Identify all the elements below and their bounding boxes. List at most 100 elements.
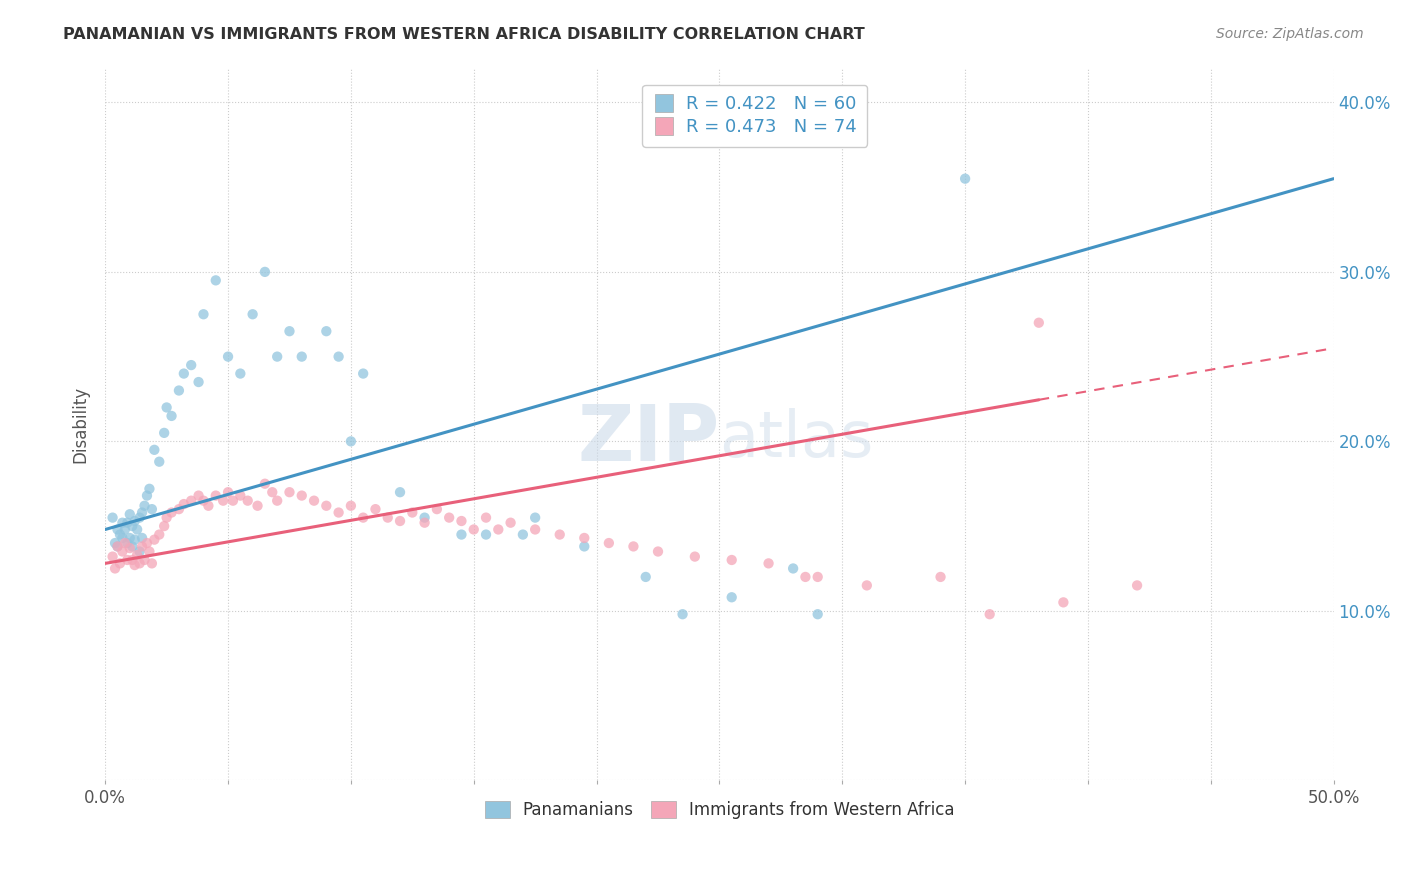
Point [111, 516, 134, 530]
Point [1126, 578, 1149, 592]
Point [634, 570, 657, 584]
Point [1028, 316, 1050, 330]
Point [127, 548, 149, 562]
Point [117, 516, 139, 530]
Point [671, 607, 693, 622]
Point [236, 493, 259, 508]
Point [160, 409, 183, 423]
Point [148, 455, 170, 469]
Point [204, 273, 226, 287]
Point [328, 506, 350, 520]
Point [108, 557, 131, 571]
Point [107, 523, 129, 537]
Point [121, 519, 143, 533]
Point [127, 523, 149, 537]
Point [291, 489, 314, 503]
Point [291, 350, 314, 364]
Point [128, 557, 150, 571]
Point [111, 531, 134, 545]
Point [758, 557, 780, 571]
Point [118, 541, 141, 555]
Point [128, 510, 150, 524]
Point [121, 540, 143, 554]
Point [266, 493, 288, 508]
Point [107, 540, 129, 554]
Point [720, 591, 742, 605]
Point [134, 499, 156, 513]
Point [131, 540, 153, 554]
Point [929, 570, 952, 584]
Point [253, 265, 276, 279]
Point [352, 510, 374, 524]
Point [173, 497, 195, 511]
Point [118, 507, 141, 521]
Point [101, 549, 124, 564]
Point [262, 485, 284, 500]
Point [108, 527, 131, 541]
Point [141, 502, 163, 516]
Point [117, 553, 139, 567]
Point [121, 553, 143, 567]
Point [104, 536, 127, 550]
Point [548, 527, 571, 541]
Point [153, 425, 176, 440]
Point [242, 307, 264, 321]
Point [574, 531, 596, 545]
Point [794, 570, 817, 584]
Point [856, 578, 879, 592]
Point [475, 510, 498, 524]
Point [278, 324, 301, 338]
Point [193, 307, 215, 321]
Point [117, 536, 139, 550]
Point [217, 350, 239, 364]
Point [352, 367, 374, 381]
Point [229, 489, 252, 503]
Point [953, 171, 976, 186]
Point [114, 536, 136, 550]
Point [475, 527, 498, 541]
Point [413, 510, 436, 524]
Point [364, 502, 387, 516]
Point [193, 493, 215, 508]
Point [111, 544, 134, 558]
Point [124, 514, 146, 528]
Point [104, 561, 127, 575]
Point [180, 493, 202, 508]
Point [340, 499, 363, 513]
Point [107, 540, 129, 554]
Point [807, 570, 830, 584]
Point [131, 531, 153, 545]
Point [389, 485, 412, 500]
Point [124, 533, 146, 547]
Legend: Panamanians, Immigrants from Western Africa: Panamanians, Immigrants from Western Afr… [478, 794, 962, 825]
Point [204, 489, 226, 503]
Point [499, 516, 522, 530]
Point [720, 553, 742, 567]
Point [138, 482, 160, 496]
Point [222, 493, 245, 508]
Point [118, 531, 141, 545]
Point [278, 485, 301, 500]
Point [253, 476, 276, 491]
Point [413, 516, 436, 530]
Point [450, 514, 472, 528]
Point [167, 502, 190, 516]
Point [377, 510, 399, 524]
Point [315, 324, 337, 338]
Point [598, 536, 620, 550]
Point [246, 499, 269, 513]
Point [266, 350, 288, 364]
Text: PANAMANIAN VS IMMIGRANTS FROM WESTERN AFRICA DISABILITY CORRELATION CHART: PANAMANIAN VS IMMIGRANTS FROM WESTERN AF… [63, 27, 865, 42]
Point [302, 493, 325, 508]
Point [683, 549, 706, 564]
Point [340, 434, 363, 449]
Point [401, 506, 423, 520]
Point [328, 350, 350, 364]
Point [128, 544, 150, 558]
Point [782, 561, 804, 575]
Point [156, 401, 179, 415]
Point [389, 514, 412, 528]
Point [807, 607, 830, 622]
Text: atlas: atlas [720, 408, 873, 470]
Point [623, 540, 645, 554]
